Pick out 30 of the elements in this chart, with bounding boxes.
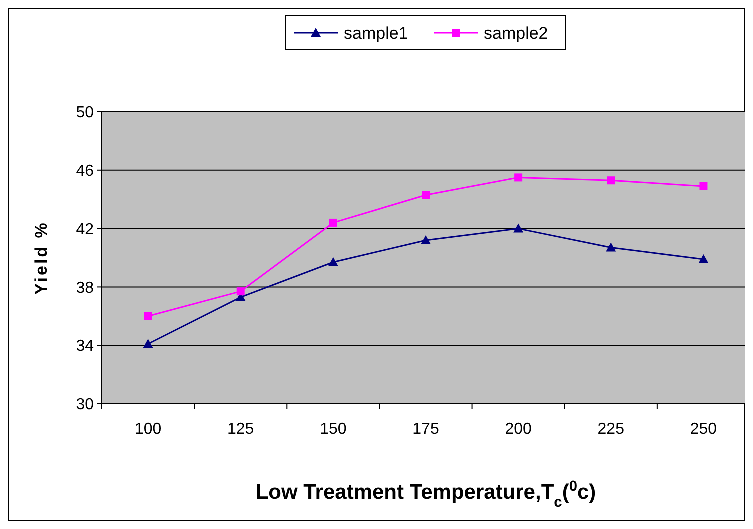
y-tick-label: 30 (76, 396, 94, 414)
point (607, 176, 616, 185)
x-tick-label: 175 (412, 421, 440, 438)
x-tick-label: 225 (598, 421, 625, 438)
point (329, 218, 338, 227)
point (514, 174, 523, 182)
point (514, 224, 524, 233)
y-tick-label: 42 (76, 221, 94, 238)
x-tick-label: 100 (134, 421, 162, 438)
point (236, 288, 245, 296)
x-axis-title: Low Treatment Temperature,T$_{c}$($^{0}$c) (256, 479, 596, 511)
point (606, 242, 616, 252)
legend-label: sample2 (484, 24, 548, 43)
y-tick-label: 50 (76, 104, 94, 122)
x-tick-label: 200 (505, 421, 532, 438)
y-tick-label: 34 (76, 338, 94, 356)
y-tick-label: 38 (76, 280, 94, 297)
y-tick-label: 46 (76, 163, 94, 180)
x-tick-label: 150 (320, 421, 347, 438)
legend-label: sample1 (344, 24, 408, 43)
point (422, 191, 430, 200)
point (143, 339, 154, 348)
point (700, 182, 708, 190)
point (328, 257, 338, 266)
x-tick-label: 125 (228, 421, 254, 438)
x-tick-label: 250 (690, 421, 718, 438)
point (144, 312, 152, 320)
y-axis-title: Yield % (32, 221, 51, 295)
point (698, 254, 709, 264)
point (421, 235, 431, 244)
